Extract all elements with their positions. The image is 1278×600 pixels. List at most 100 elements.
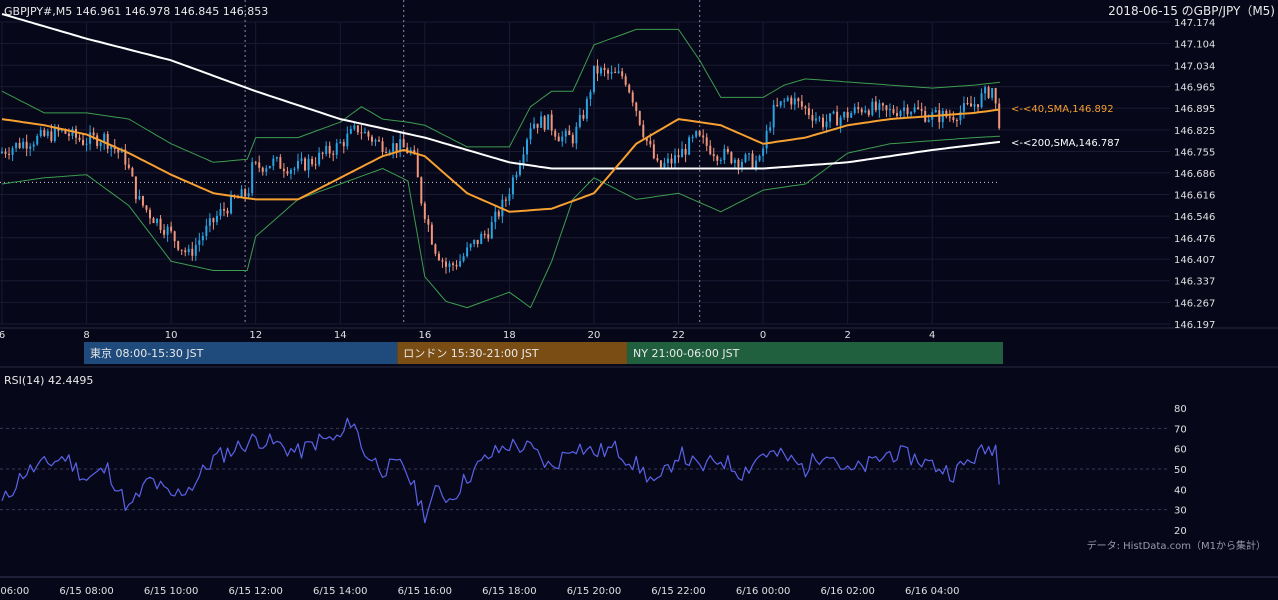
bear-candle: [420, 177, 423, 204]
price-tick-label: 146.546: [1174, 212, 1215, 223]
bull-candle: [353, 125, 356, 129]
bear-candle: [279, 157, 282, 169]
bear-candle: [684, 148, 687, 155]
bull-candle: [814, 118, 817, 121]
bull-candle: [589, 92, 592, 100]
bear-candle: [437, 253, 440, 261]
bull-candle: [459, 261, 462, 267]
bear-candle: [659, 160, 662, 168]
bear-candle: [705, 137, 708, 146]
bull-candle: [984, 87, 987, 94]
rsi-grid: [0, 427, 1170, 511]
bear-candle: [170, 226, 173, 232]
time-tick-label: 14: [334, 330, 347, 341]
bear-candle: [82, 139, 85, 145]
bull-candle: [927, 119, 930, 122]
bear-candle: [642, 124, 645, 138]
bull-candle: [681, 148, 684, 158]
bear-candle: [131, 167, 134, 177]
bottom-time-label: 6/15 12:00: [228, 586, 282, 597]
bull-candle: [194, 244, 197, 256]
bull-candle: [666, 158, 669, 163]
time-tick-label: 6: [0, 330, 5, 341]
bear-candle: [342, 142, 345, 147]
bear-candle: [226, 210, 229, 214]
bottom-time-label: 6/15 22:00: [651, 586, 705, 597]
bull-candle: [934, 110, 937, 113]
bear-candle: [163, 229, 166, 235]
rsi-axis: 80 70 60 50 40 30 20: [1174, 404, 1187, 537]
bull-candle: [205, 225, 208, 237]
bull-candle: [617, 71, 620, 73]
session-label: 東京 08:00-15:30 JST: [90, 346, 204, 360]
bear-candle: [180, 249, 183, 251]
bear-candle: [846, 112, 849, 118]
bull-candle: [765, 130, 768, 149]
bear-candle: [885, 105, 888, 111]
bear-candle: [797, 98, 800, 102]
bull-candle: [307, 158, 310, 171]
bear-candle: [649, 140, 652, 145]
time-tick-label: 8: [83, 330, 89, 341]
bottom-time-label: 6/15 16:00: [398, 586, 452, 597]
bear-candle: [800, 101, 803, 107]
bear-candle: [628, 84, 631, 93]
bear-candle: [25, 141, 28, 149]
bear-candle: [4, 151, 7, 154]
bull-candle: [219, 209, 222, 216]
time-tick-label: 0: [760, 330, 766, 341]
bear-candle: [881, 103, 884, 106]
bear-candle: [790, 97, 793, 105]
bear-candle: [483, 233, 486, 235]
bull-candle: [490, 222, 493, 239]
bull-candle: [547, 114, 550, 130]
bear-candle: [977, 104, 980, 108]
time-tick-label: 12: [249, 330, 262, 341]
bull-candle: [138, 196, 141, 200]
bear-candle: [321, 152, 324, 154]
bear-candle: [254, 162, 257, 164]
bull-candle: [71, 129, 74, 136]
bear-candle: [67, 133, 70, 136]
bear-candle: [582, 114, 585, 119]
bear-candle: [184, 250, 187, 253]
time-tick-label: 4: [929, 330, 935, 341]
bull-candle: [793, 98, 796, 105]
time-tick-label: 16: [418, 330, 431, 341]
candles: [1, 59, 1001, 274]
bear-candle: [822, 117, 825, 128]
bear-candle: [444, 261, 447, 267]
bear-candle: [955, 119, 958, 121]
bear-candle: [8, 153, 11, 155]
bear-candle: [74, 129, 77, 138]
bear-candle: [836, 111, 839, 126]
bull-candle: [335, 143, 338, 155]
bear-candle: [987, 87, 990, 98]
sma200-line: [1, 13, 1001, 170]
bear-candle: [106, 133, 109, 149]
bull-candle: [508, 194, 511, 201]
bull-candle: [733, 159, 736, 164]
ohlc-label: GBPJPY#,M5 146.961 146.978 146.845 146.8…: [4, 5, 268, 18]
bull-candle: [592, 65, 595, 93]
bear-candle: [670, 158, 673, 164]
bull-candle: [853, 107, 856, 114]
bear-candle: [631, 92, 634, 103]
bear-candle: [286, 171, 289, 174]
session-block: [84, 342, 398, 364]
rsi-label: RSI(14) 42.4495: [4, 374, 93, 387]
bear-candle: [416, 153, 419, 178]
price-tick-label: 146.337: [1174, 277, 1215, 288]
bull-candle: [779, 101, 782, 106]
bull-candle: [755, 160, 758, 168]
bull-candle: [610, 71, 613, 74]
bear-candle: [385, 152, 388, 154]
bottom-time-axis: 6/15 06:00 6/15 08:00 6/15 10:00 6/15 12:00…: [0, 586, 959, 597]
bull-candle: [392, 143, 395, 152]
bottom-time-label: 6/16 04:00: [905, 586, 959, 597]
bear-candle: [969, 103, 972, 107]
bull-candle: [522, 154, 525, 165]
bear-candle: [504, 199, 507, 201]
bull-candle: [529, 128, 532, 140]
bull-candle: [187, 248, 190, 253]
